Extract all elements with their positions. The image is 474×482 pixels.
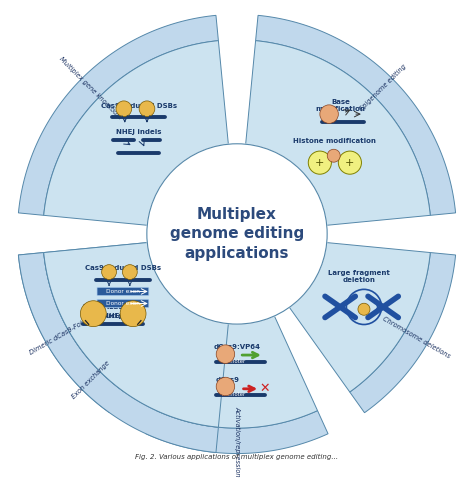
Text: +: +	[345, 158, 355, 168]
Polygon shape	[18, 15, 219, 215]
Polygon shape	[44, 40, 228, 225]
Circle shape	[216, 345, 235, 363]
Text: Dimerization of
$FokI$ nucleases: Dimerization of $FokI$ nucleases	[82, 304, 144, 321]
Polygon shape	[146, 411, 328, 454]
Text: Chromosome deletions: Chromosome deletions	[381, 316, 451, 359]
Circle shape	[216, 377, 235, 396]
Circle shape	[147, 144, 327, 324]
FancyBboxPatch shape	[97, 299, 149, 308]
Text: Multiplex
genome editing
applications: Multiplex genome editing applications	[170, 207, 304, 261]
Text: Base
modification: Base modification	[316, 99, 365, 112]
Polygon shape	[44, 242, 228, 427]
Polygon shape	[156, 316, 318, 428]
Text: Donor exon: Donor exon	[106, 301, 140, 306]
Polygon shape	[350, 253, 456, 413]
Circle shape	[81, 301, 106, 327]
Text: Large fragment
deletion: Large fragment deletion	[328, 270, 390, 283]
Text: Dimeric dCas9-FokI: Dimeric dCas9-FokI	[28, 319, 87, 356]
Circle shape	[116, 101, 132, 117]
Text: Activation/repression: Activation/repression	[234, 405, 240, 476]
Circle shape	[320, 105, 338, 123]
Circle shape	[120, 301, 146, 327]
Polygon shape	[255, 15, 456, 215]
Polygon shape	[246, 40, 430, 225]
Text: Cas9-induced DSBs: Cas9-induced DSBs	[100, 103, 177, 108]
Polygon shape	[289, 242, 430, 392]
Text: Cas9-induced DSBs: Cas9-induced DSBs	[85, 265, 161, 271]
Polygon shape	[18, 253, 219, 453]
Circle shape	[327, 149, 340, 162]
Text: dCas9: dCas9	[216, 376, 240, 383]
Text: dCas9:VP64: dCas9:VP64	[213, 344, 261, 350]
Circle shape	[338, 151, 362, 174]
Text: NHEJ indels: NHEJ indels	[116, 129, 162, 135]
Text: Exon exchange: Exon exchange	[71, 360, 111, 401]
Text: Promoter: Promoter	[221, 360, 246, 364]
Text: Fig. 2. Various applications of multiplex genome editing...: Fig. 2. Various applications of multiple…	[136, 454, 338, 459]
Polygon shape	[44, 242, 185, 392]
Text: Epigenome editing: Epigenome editing	[359, 63, 408, 112]
Polygon shape	[18, 253, 124, 413]
Circle shape	[358, 303, 370, 315]
Text: Promoter: Promoter	[221, 392, 246, 397]
Circle shape	[101, 265, 117, 280]
Text: ✕: ✕	[259, 382, 270, 395]
Text: +: +	[315, 158, 325, 168]
Circle shape	[308, 151, 331, 174]
Text: NHEJ sites: NHEJ sites	[102, 313, 143, 320]
Text: Donor exon: Donor exon	[106, 289, 140, 294]
Circle shape	[139, 101, 155, 117]
Circle shape	[122, 265, 137, 280]
FancyBboxPatch shape	[97, 287, 149, 295]
Text: Multiplex gene knockouts: Multiplex gene knockouts	[58, 55, 123, 120]
Text: Histone modification: Histone modification	[293, 138, 376, 144]
